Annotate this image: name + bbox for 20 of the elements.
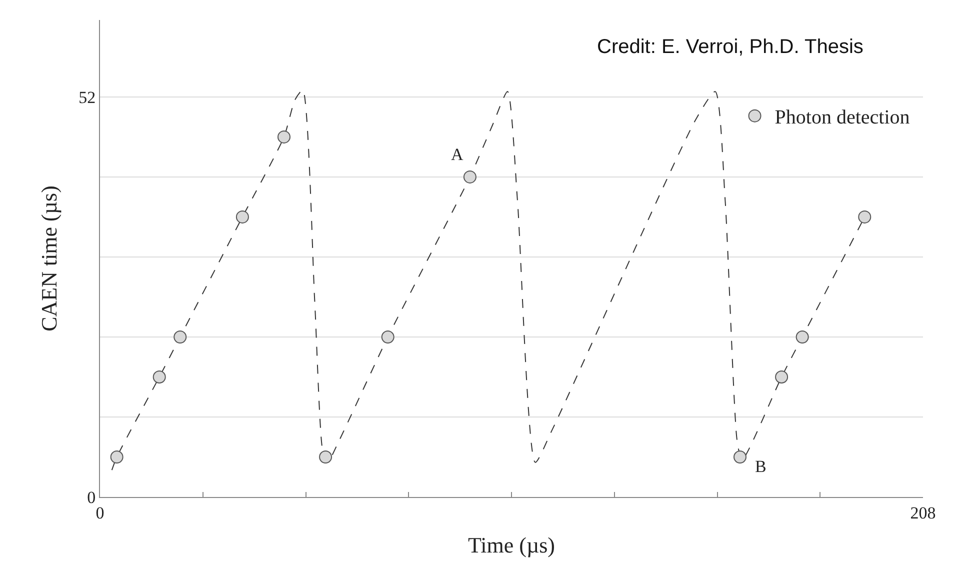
- y-tick-label: 52: [78, 88, 96, 107]
- x-tick-label: 208: [910, 503, 936, 522]
- point: [796, 330, 809, 344]
- point: [381, 330, 394, 344]
- x-axis-title: Time (µs): [468, 532, 556, 558]
- y-axis-title: CAEN time (µs): [36, 186, 62, 332]
- point: [110, 450, 124, 464]
- point: [174, 330, 187, 344]
- point: [734, 450, 746, 464]
- point: [319, 450, 332, 464]
- point: [236, 210, 249, 224]
- annotation: A: [451, 145, 464, 164]
- annotation: B: [755, 457, 766, 476]
- annotation: Credit: E. Verroi, Ph.D. Thesis: [597, 36, 864, 58]
- point: [775, 370, 788, 384]
- point: [152, 370, 166, 384]
- point: [858, 210, 872, 224]
- point: [463, 170, 476, 184]
- point: [277, 130, 290, 144]
- legend-label: Photon detection: [774, 106, 910, 129]
